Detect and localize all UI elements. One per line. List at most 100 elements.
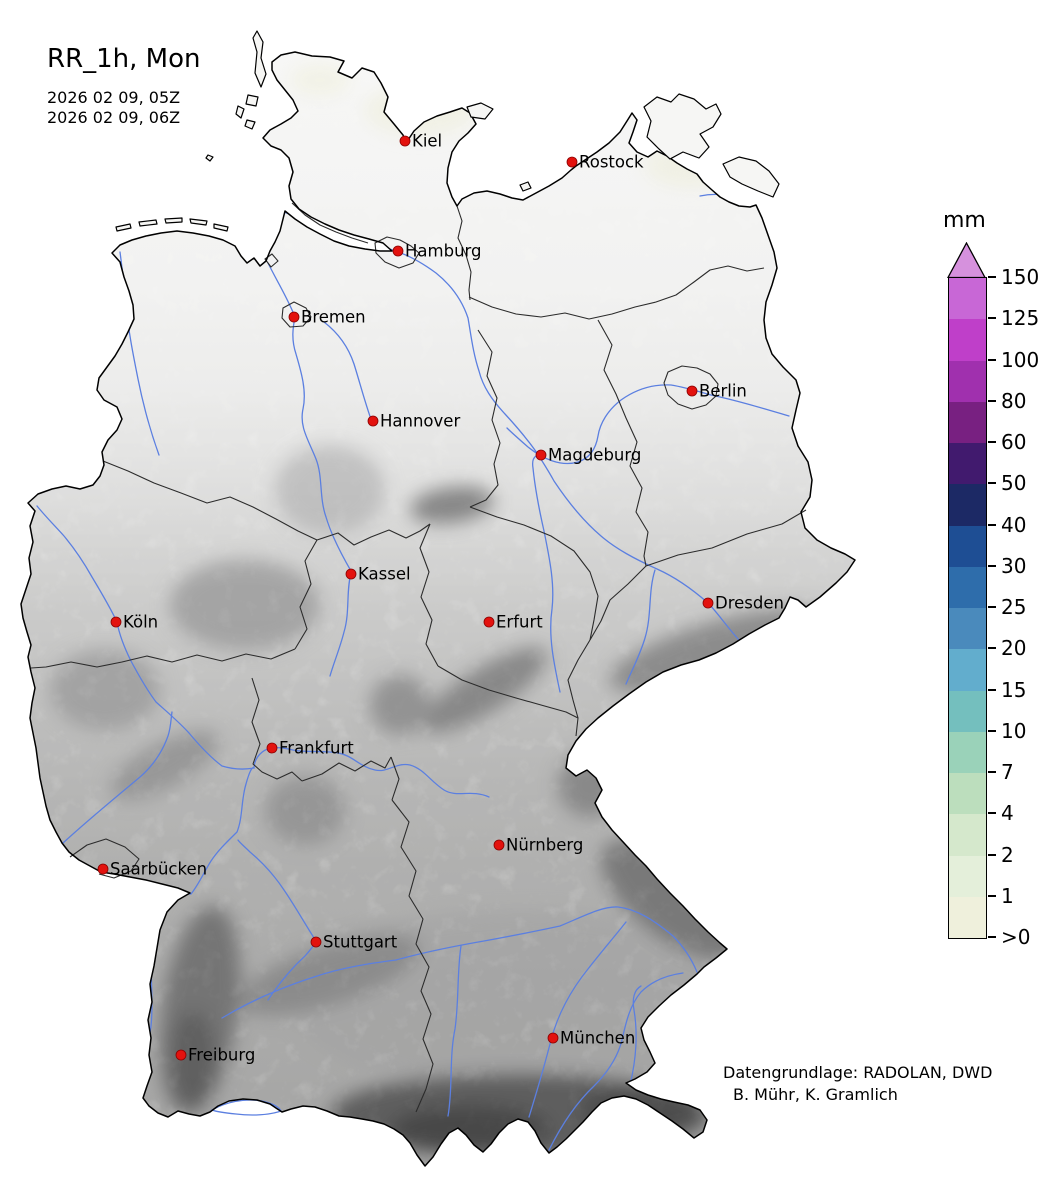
river-fulda [329, 572, 352, 677]
colorbar-segment [949, 525, 986, 567]
colorbar-tick-label: 15 [1001, 677, 1027, 702]
city-label: Frankfurt [279, 739, 354, 758]
city-dot [535, 449, 547, 461]
colorbar-segment [949, 608, 986, 650]
river-inn [548, 972, 684, 1151]
colorbar-tick [988, 441, 996, 443]
city-label: Kassel [358, 565, 411, 584]
city-label: Stuttgart [323, 933, 398, 952]
colorbar-tick [988, 812, 996, 815]
city-label: Bremen [301, 308, 366, 327]
colorbar-tick [988, 399, 996, 402]
colorbar-segment [949, 649, 986, 691]
colorbar-tick [988, 853, 996, 856]
city-dot [399, 135, 411, 147]
colorbar-arrow [947, 242, 986, 278]
city-dot [288, 311, 300, 323]
colorbar-segment [949, 401, 986, 443]
colorbar-tick [988, 729, 996, 732]
city-label: Saarbücken [110, 860, 207, 879]
river-leine [323, 321, 373, 423]
colorbar-unit-label: mm [943, 208, 986, 233]
colorbar-segment [949, 896, 986, 938]
attribution: Datengrundlage: RADOLAN, DWD B. Mühr, K.… [723, 1062, 992, 1105]
colorbar-tick-label: 150 [1001, 265, 1040, 289]
city-dot [392, 245, 404, 257]
colorbar [948, 277, 987, 939]
river-lech [447, 945, 462, 1117]
river-mosel [62, 711, 173, 844]
colorbar-tick [988, 936, 996, 938]
colorbar-tick-label: 25 [1001, 595, 1027, 619]
island-helgoland [205, 154, 214, 162]
colorbar-segment [949, 855, 986, 897]
city-dot [686, 385, 698, 397]
city-dot [367, 415, 379, 427]
colorbar-tick-label: 100 [1001, 347, 1040, 372]
colorbar-tick [988, 317, 996, 320]
river-neckar [237, 839, 317, 1001]
title-block: RR_1h, Mon 2026 02 09, 05Z 2026 02 09, 0… [47, 44, 201, 127]
colorbar-segment [949, 443, 986, 485]
island-sylt [252, 30, 267, 88]
date-line-2: 2026 02 09, 06Z [47, 107, 181, 127]
colorbar-tick [988, 358, 996, 361]
city-label: Erfurt [496, 613, 543, 632]
colorbar-tick [988, 482, 996, 485]
date-line-1: 2026 02 09, 05Z [47, 88, 181, 107]
colorbar-tick-label: 4 [1001, 801, 1014, 826]
colorbar-tick [988, 688, 996, 691]
city-label: Berlin [699, 382, 747, 401]
city-label: Hamburg [405, 242, 482, 261]
city-label: Rostock [579, 153, 644, 172]
colorbar-segment [949, 731, 986, 773]
river-isar [528, 921, 627, 1118]
page-title: RR_1h, Mon [47, 44, 201, 74]
island-amrum [235, 105, 245, 119]
city-label: München [560, 1029, 635, 1048]
colorbar-tick-label: 30 [1001, 553, 1027, 578]
islands-layer [115, 30, 780, 232]
city-dot [310, 936, 322, 948]
colorbar-tick [988, 276, 996, 278]
state-borders-layer [30, 202, 807, 1113]
colorbar-tick-label: 40 [1001, 512, 1027, 537]
river-salzach [629, 985, 642, 1086]
colorbar-tick [988, 606, 996, 608]
colorbar-tick-label: 50 [1001, 471, 1027, 496]
city-label: Köln [123, 613, 158, 632]
island-fehmarn [466, 102, 494, 120]
city-dot [483, 616, 495, 628]
colorbar-tick [988, 647, 996, 650]
island-pellworm [244, 119, 256, 130]
city-dot [702, 597, 714, 609]
river-saale [531, 455, 561, 693]
colorbar-tick-label: 10 [1001, 718, 1027, 743]
colorbar-tick-label: 7 [1001, 760, 1014, 784]
city-dot [97, 863, 109, 875]
city-dot [110, 616, 122, 628]
city-label: Magdeburg [548, 446, 641, 465]
colorbar-segment [949, 278, 986, 320]
city-dot [345, 568, 357, 580]
city-label: Nürnberg [506, 836, 583, 855]
colorbar-tick-label: 60 [1001, 430, 1027, 454]
city-label: Dresden [715, 594, 784, 613]
germany-outline [20, 51, 856, 1167]
colorbar-tick-label: 1 [1001, 883, 1014, 908]
colorbar-segment [949, 566, 986, 608]
island-foehr [245, 94, 259, 107]
city-dot [493, 839, 505, 851]
colorbar-tick-label: 20 [1001, 636, 1027, 661]
river-elbe [283, 211, 748, 650]
colorbar-segment [949, 319, 986, 361]
river-spree-havel [506, 384, 790, 465]
colorbar-segment [949, 773, 986, 815]
river-danube [221, 906, 698, 1019]
colorbar-segment [949, 814, 986, 856]
river-mulde [625, 569, 656, 685]
city-dot [175, 1049, 187, 1061]
